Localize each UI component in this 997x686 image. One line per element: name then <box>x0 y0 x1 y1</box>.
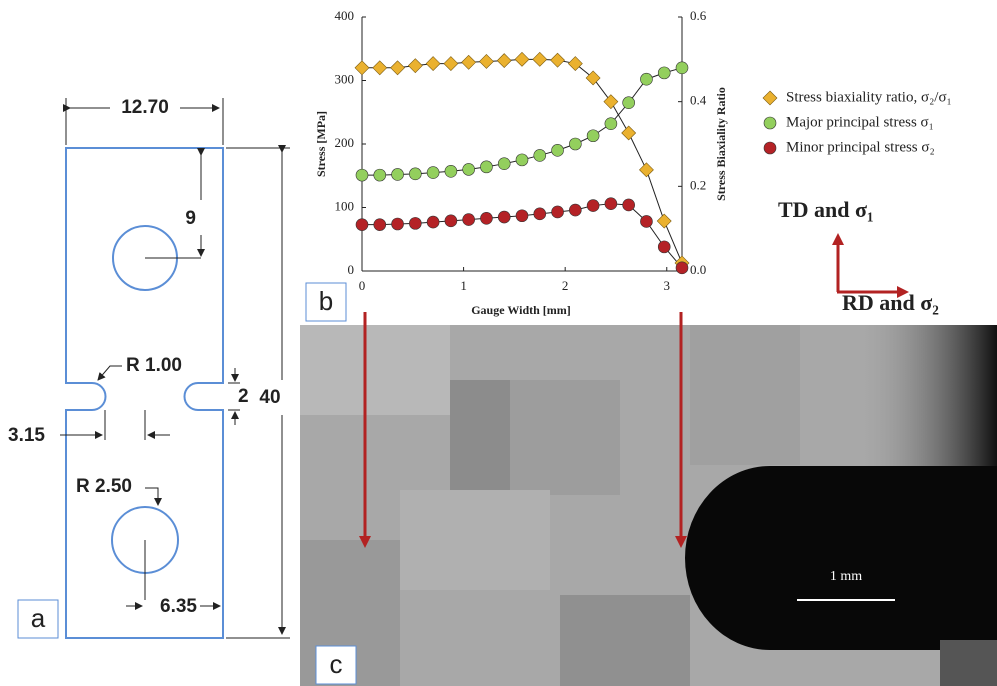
circle-marker <box>480 211 493 225</box>
circle-marker <box>497 157 511 170</box>
y2-tick-label: 0.4 <box>690 93 707 108</box>
diamond-marker <box>656 213 672 229</box>
circle-marker <box>640 72 653 86</box>
circle-marker <box>480 160 493 174</box>
y-tick-label: 400 <box>335 8 355 23</box>
dimension: 2 <box>238 386 249 407</box>
dimension: R 2.50 <box>76 476 132 497</box>
circle-marker <box>533 149 547 162</box>
circle-marker <box>604 117 618 130</box>
legend-label: Major principal stress σ₁ <box>786 114 934 130</box>
circle-marker <box>409 167 422 181</box>
dimension: 40 <box>259 387 280 408</box>
panel-box <box>17 599 59 639</box>
diamond-marker <box>479 54 494 69</box>
circle-marker <box>444 214 458 228</box>
dimension: 6.35 <box>160 596 197 617</box>
circle-marker <box>391 168 404 181</box>
diamond-marker <box>390 60 405 76</box>
diamond-marker <box>532 51 548 67</box>
x-tick-label: 3 <box>664 278 671 293</box>
circle-marker <box>515 153 529 167</box>
circle-marker <box>462 213 475 226</box>
circle-marker <box>622 96 635 110</box>
circle-marker <box>675 61 689 75</box>
circle-marker <box>640 215 653 228</box>
y2-tick-label: 0.2 <box>690 177 706 192</box>
circle-marker <box>763 116 777 130</box>
panel-box <box>305 282 347 322</box>
dimension: 12.70 <box>121 97 169 118</box>
circle-marker <box>569 203 582 217</box>
diamond-marker <box>603 94 619 110</box>
y-axis-label: Stress [MPa] <box>314 111 328 177</box>
y2-axis-label: Stress Biaxiality Ratio <box>714 87 728 201</box>
direction-label: TD and σ₁ <box>778 197 874 222</box>
circle-marker <box>497 210 511 224</box>
circle-marker <box>515 209 529 223</box>
circle-marker <box>391 217 404 231</box>
direction-label: RD and σ₂ <box>842 290 939 315</box>
diamond-marker <box>762 90 778 106</box>
circle-marker <box>426 215 440 229</box>
y-tick-label: 200 <box>335 135 355 150</box>
circle-marker <box>551 144 564 157</box>
y2-tick-label: 0.0 <box>690 262 706 277</box>
diamond-marker <box>550 52 565 68</box>
panel-label: c <box>330 649 343 679</box>
diamond-marker <box>585 70 601 86</box>
legend-label: Stress biaxiality ratio, σ₂/σ₁ <box>786 89 952 105</box>
y2-tick-label: 0.6 <box>690 8 707 23</box>
panel-box <box>315 645 357 685</box>
diamond-marker <box>514 51 530 67</box>
panel-label: a <box>31 603 46 633</box>
circle-marker <box>409 217 422 230</box>
circle-marker <box>355 168 369 182</box>
x-tick-label: 0 <box>359 278 366 293</box>
circle-marker <box>675 261 689 275</box>
circle-marker <box>426 166 440 179</box>
circle-marker <box>355 218 369 231</box>
circle-marker <box>657 66 671 80</box>
circle-marker <box>551 205 564 219</box>
diamond-marker <box>621 125 637 141</box>
chart: Gauge Width [mm] Stress [MPa] Stress Bia… <box>314 8 952 317</box>
micrograph <box>300 325 997 686</box>
circle-marker <box>444 165 458 178</box>
circle-marker <box>622 198 635 212</box>
y-tick-label: 300 <box>335 71 355 86</box>
dimension: 3.15 <box>8 425 45 446</box>
scale-label: 1 mm <box>830 569 862 584</box>
diamond-marker <box>496 53 512 69</box>
circle-marker <box>657 240 671 254</box>
diamond-marker <box>639 162 654 178</box>
diamond-marker <box>354 60 370 76</box>
circle-marker <box>586 199 600 212</box>
diamond-marker <box>567 56 583 71</box>
x-tick-label: 1 <box>460 278 467 293</box>
diamond-marker <box>372 60 388 76</box>
diamond-marker <box>443 56 459 71</box>
circle-marker <box>569 137 582 151</box>
panel-label: b <box>319 286 333 316</box>
circle-marker <box>533 207 547 221</box>
legend-label: Minor principal stress σ₂ <box>786 139 935 155</box>
y-tick-label: 0 <box>348 262 355 277</box>
y-tick-label: 100 <box>335 198 355 213</box>
circle-marker <box>373 218 387 231</box>
x-axis-label: Gauge Width [mm] <box>471 303 571 317</box>
circle-marker <box>604 197 618 210</box>
circle-marker <box>586 129 600 143</box>
dimension: R 1.00 <box>126 355 182 376</box>
dimension: 9 <box>185 208 196 229</box>
diamond-marker <box>425 56 441 71</box>
x-tick-label: 2 <box>562 278 569 293</box>
diamond-marker <box>407 58 423 74</box>
circle-marker <box>763 141 777 155</box>
diamond-marker <box>461 54 477 70</box>
circle-marker <box>373 168 387 182</box>
specimen-drawing <box>60 98 290 639</box>
circle-marker <box>462 163 475 176</box>
